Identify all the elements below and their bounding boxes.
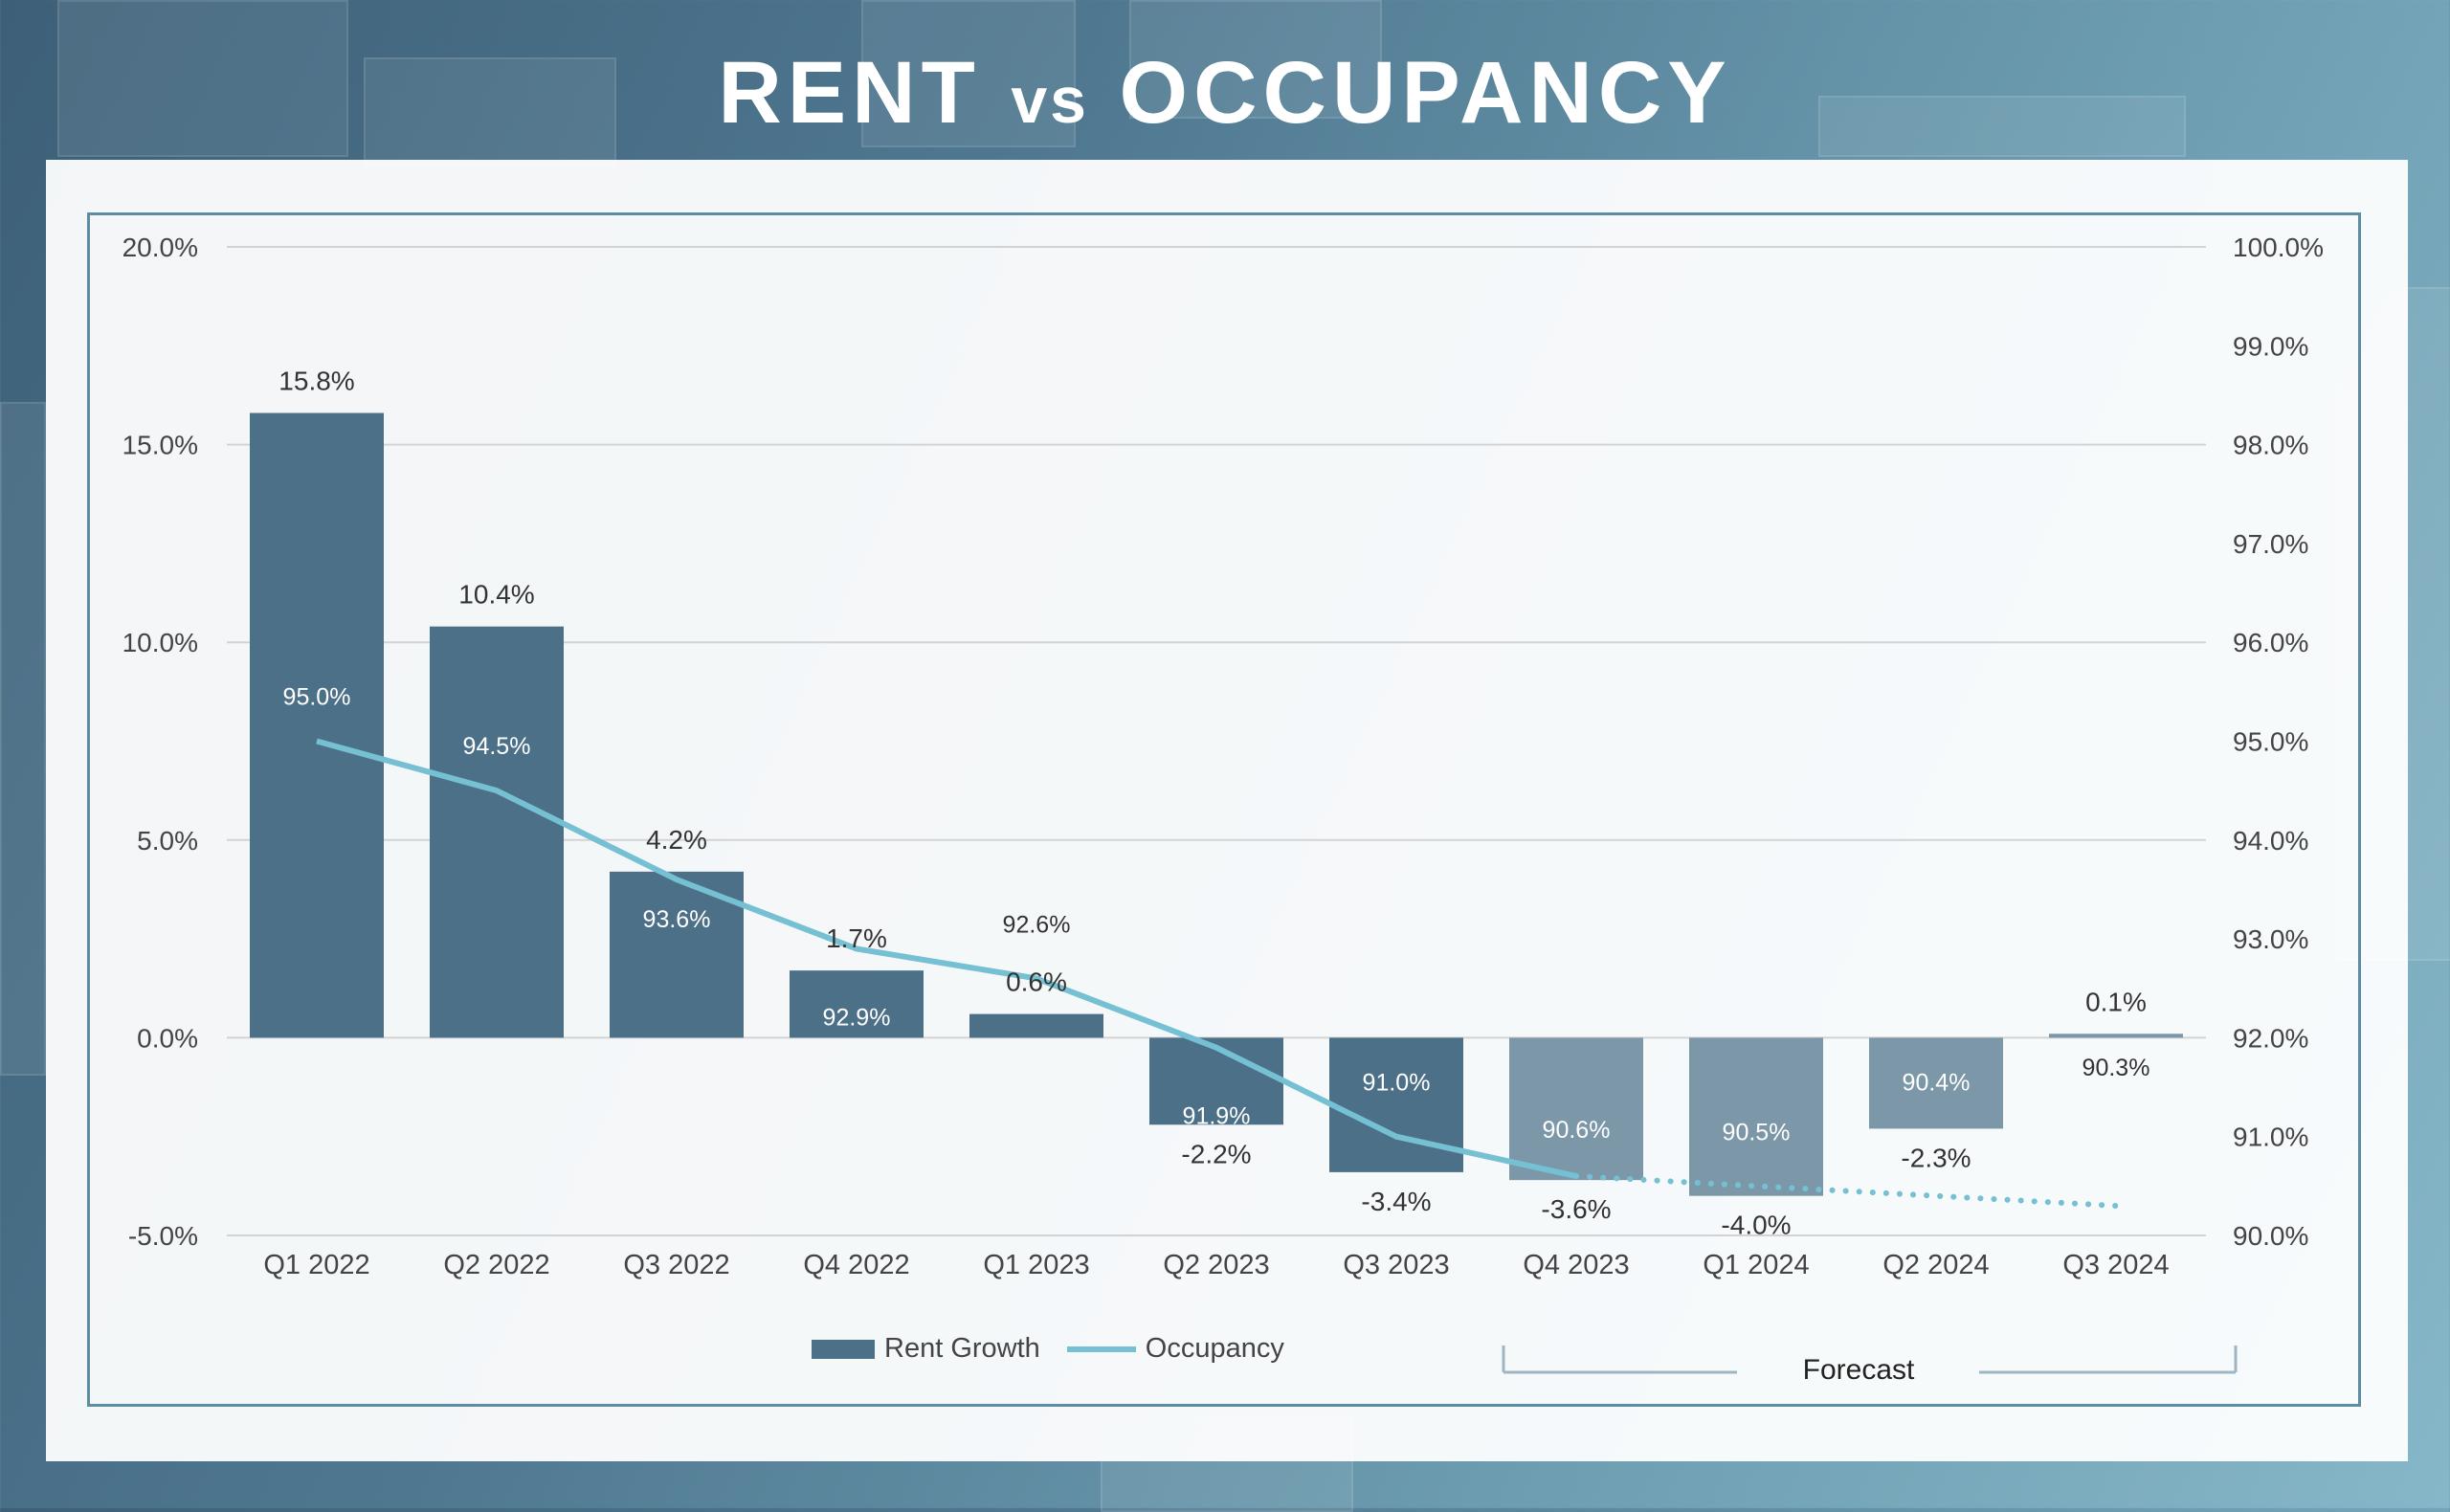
x-axis-category-label: Q3 2024 — [2062, 1250, 2169, 1280]
legend-rent-growth-swatch — [812, 1339, 875, 1359]
right-axis-tick-label: 100.0% — [2233, 233, 2324, 262]
rent-growth-data-label: 15.8% — [278, 367, 354, 396]
rent-growth-bar — [969, 1013, 1103, 1038]
x-axis-category-label: Q3 2023 — [1343, 1250, 1449, 1280]
rent-growth-data-label: 0.1% — [2085, 987, 2147, 1016]
legend-rent-growth-label: Rent Growth — [884, 1333, 1040, 1364]
left-axis-tick-label: -5.0% — [128, 1221, 198, 1251]
right-axis-tick-label: 96.0% — [2233, 628, 2308, 657]
rent-growth-bar — [1329, 1037, 1463, 1172]
occupancy-data-label: 92.9% — [823, 1004, 891, 1031]
rent-growth-bar — [1689, 1037, 1823, 1196]
occupancy-data-label: 92.6% — [1003, 911, 1071, 938]
right-axis-tick-label: 90.0% — [2233, 1221, 2308, 1251]
occupancy-line-actual — [316, 738, 1577, 1179]
rent-growth-data-label: 1.7% — [826, 923, 887, 953]
chart-frame — [87, 212, 2361, 1407]
rent-growth-bar — [250, 412, 384, 1038]
legend-occupancy-swatch — [1066, 1345, 1136, 1352]
occupancy-data-label: 91.0% — [1363, 1070, 1431, 1097]
rent-growth-data-label: 4.2% — [646, 825, 707, 855]
occupancy-data-label: 94.5% — [463, 733, 531, 760]
x-axis-category-label: Q2 2022 — [443, 1250, 549, 1280]
x-axis-category-label: Q1 2024 — [1703, 1250, 1809, 1280]
right-axis-tick-label: 98.0% — [2233, 431, 2308, 460]
chart-legend: Rent Growth Occupancy — [812, 1333, 1284, 1365]
right-axis-tick-label: 93.0% — [2233, 924, 2308, 954]
occupancy-line-layer — [316, 738, 2119, 1210]
right-axis-tick-label: 95.0% — [2233, 727, 2308, 757]
left-axis-tick-label: 15.0% — [122, 431, 198, 460]
x-axis-category-label: Q2 2024 — [1882, 1250, 1989, 1280]
left-axis-tick-label: 0.0% — [137, 1023, 198, 1053]
right-axis-tick-label: 94.0% — [2233, 826, 2308, 856]
x-axis-category-label: Q3 2022 — [623, 1250, 729, 1280]
occupancy-data-label: 90.4% — [1903, 1070, 1971, 1097]
right-axis-tick-label: 91.0% — [2233, 1123, 2308, 1152]
right-axis-ticks: 100.0% 99.0% 98.0% 97.0% 96.0% 95.0% 94.0% 93.0… — [2233, 233, 2324, 1251]
x-axis-category-label: Q1 2022 — [263, 1250, 369, 1280]
rent-growth-bars — [250, 412, 2183, 1196]
forecast-bracket — [1502, 1345, 2238, 1374]
page-title: RENT vs OCCUPANCY — [718, 44, 1732, 142]
right-axis-tick-label: 99.0% — [2233, 331, 2308, 361]
occupancy-data-label: 95.0% — [283, 684, 351, 711]
left-axis-tick-label: 20.0% — [122, 233, 198, 262]
rent-growth-bar — [2049, 1034, 2183, 1038]
rent-growth-bar — [1869, 1037, 2003, 1129]
left-axis-ticks: 20.0% 15.0% 10.0% 5.0% 0.0% -5.0% — [122, 233, 198, 1251]
legend-occupancy-label: Occupancy — [1145, 1333, 1284, 1364]
rent-growth-data-label: -2.3% — [1901, 1143, 1971, 1172]
rent-growth-data-label: 10.4% — [458, 580, 534, 610]
data-labels: 15.8% 10.4% 4.2% 1.7% 0.6% -2.2% -3.4% -3.6% -4.… — [278, 367, 2149, 1240]
rent-growth-bar — [430, 626, 564, 1038]
rent-growth-bar — [1149, 1037, 1283, 1125]
rent-growth-data-label: 0.6% — [1006, 967, 1067, 997]
rent-growth-data-label: -2.2% — [1181, 1139, 1251, 1168]
forecast-label: Forecast — [1802, 1354, 1915, 1386]
right-axis-tick-label: 97.0% — [2233, 529, 2308, 559]
rent-growth-data-label: -4.0% — [1721, 1211, 1791, 1240]
occupancy-data-label: 90.6% — [1543, 1117, 1611, 1144]
x-axis-category-label: Q1 2023 — [983, 1250, 1089, 1280]
right-axis-tick-label: 92.0% — [2233, 1023, 2308, 1053]
occupancy-line-forecast — [1573, 1173, 2119, 1210]
x-axis-category-label: Q4 2023 — [1523, 1250, 1629, 1280]
occupancy-data-label: 90.3% — [2082, 1055, 2150, 1081]
occupancy-data-label: 91.9% — [1183, 1103, 1251, 1130]
x-axis-category-label: Q4 2022 — [803, 1250, 909, 1280]
x-axis-category-label: Q2 2023 — [1163, 1250, 1269, 1280]
occupancy-data-label: 93.6% — [643, 906, 711, 933]
left-axis-tick-label: 5.0% — [137, 826, 198, 856]
rent-growth-data-label: -3.6% — [1541, 1194, 1611, 1224]
rent-growth-bar — [1509, 1037, 1643, 1181]
rent-growth-bar — [790, 970, 924, 1038]
rent-growth-data-label: -3.4% — [1361, 1187, 1431, 1216]
x-axis-labels: Q1 2022 Q2 2022 Q3 2022 Q4 2022 Q1 2023 Q2 20… — [263, 1250, 2169, 1280]
left-axis-tick-label: 10.0% — [122, 628, 198, 657]
occupancy-data-label: 90.5% — [1723, 1119, 1791, 1145]
